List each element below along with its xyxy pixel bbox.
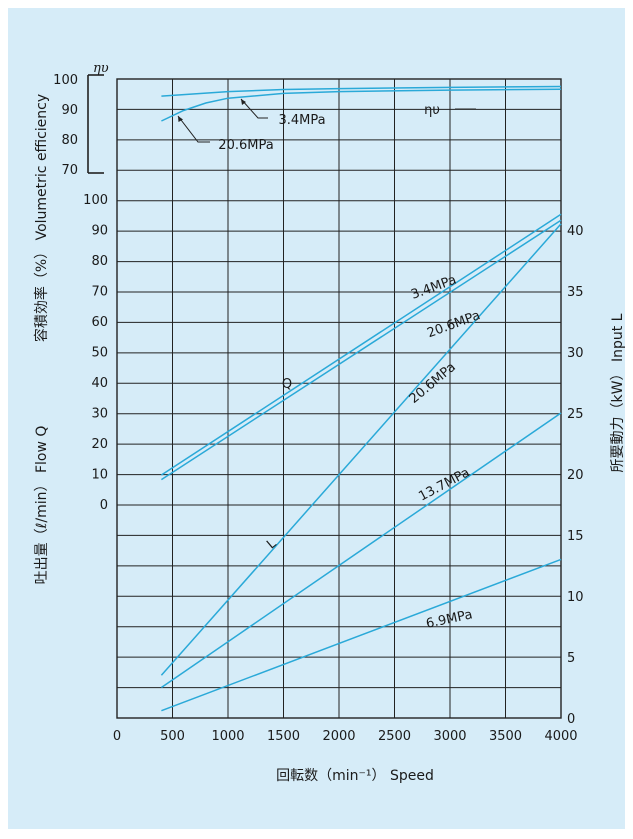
q-curve-label: Q: [282, 377, 292, 392]
x-tick-label: 4000: [544, 729, 577, 744]
input-tick-label: 0: [567, 712, 575, 727]
x-axis-title: 回転数（min⁻¹） Speed: [276, 768, 434, 784]
efficiency-tick-label: 90: [61, 103, 78, 118]
x-tick-label: 2000: [322, 729, 355, 744]
l-137-label: 13.7MPa: [416, 465, 472, 504]
x-tick-label: 500: [160, 729, 185, 744]
flow-axis-title: 吐出量（ℓ/min） Flow Q: [34, 426, 50, 585]
flow-tick-label: 60: [91, 315, 108, 330]
flow-tick-label: 10: [91, 468, 108, 483]
flow-tick-label: 40: [91, 376, 108, 391]
eff-206-leader: [177, 115, 210, 143]
flow-tick-label: 30: [91, 407, 108, 422]
series-line-ηυ-3.4MPa: [161, 85, 562, 97]
efficiency-tick-label: 100: [53, 73, 78, 88]
input-tick-label: 40: [567, 224, 584, 239]
plot-frame: [116, 78, 562, 719]
series-line-L-20.6MPa: [160, 223, 562, 676]
input-tick-label: 5: [567, 651, 575, 666]
flow-tick-label: 80: [91, 254, 108, 269]
eff-34-arrow: [241, 99, 246, 105]
input-tick-label: 35: [567, 285, 584, 300]
x-tick-label: 2500: [378, 729, 411, 744]
efficiency-tick-label: 80: [61, 133, 78, 148]
chart-panel: [8, 8, 625, 829]
input-tick-label: 10: [567, 590, 584, 605]
input-tick-label: 30: [567, 346, 584, 361]
x-tick-label: 1000: [211, 729, 244, 744]
flow-tick-label: 0: [100, 498, 108, 513]
q-206-label: 20.6MPa: [425, 308, 482, 341]
flow-tick-label: 70: [91, 285, 108, 300]
eff-34-leader: [240, 98, 268, 119]
x-tick-label: 1500: [267, 729, 300, 744]
flow-tick-label: 20: [91, 437, 108, 452]
series-line-Q-20.6MPa: [160, 219, 562, 481]
x-tick-label: 3500: [489, 729, 522, 744]
flow-tick-label: 90: [91, 224, 108, 239]
series-line-L-13.7MPa: [160, 412, 562, 689]
series-line-Q-3.4MPa: [160, 213, 562, 476]
x-tick-label: 3000: [433, 729, 466, 744]
input-tick-label: 15: [567, 529, 584, 544]
efficiency-axis-title: 容積効率（%） Volumetric efficiency: [33, 94, 50, 342]
series-line-ηυ-20.6MPa: [161, 88, 562, 122]
input-axis-title: 所要動力（kW） Input L: [610, 313, 626, 472]
input-tick-label: 25: [567, 407, 584, 422]
flow-tick-label: 100: [83, 193, 108, 208]
eff-34-label: 3.4MPa: [278, 113, 325, 128]
l-69-label: 6.9MPa: [425, 607, 474, 631]
eff-206-arrow: [178, 116, 183, 122]
eta-label: ηυ: [424, 103, 440, 118]
efficiency-symbol: ηυ: [93, 61, 109, 76]
flow-tick-label: 50: [91, 346, 108, 361]
efficiency-tick-label: 70: [61, 163, 78, 178]
eff-206-label: 20.6MPa: [218, 138, 273, 153]
series-line-L-6.9MPa: [161, 558, 562, 712]
input-tick-label: 20: [567, 468, 584, 483]
q-34-label: 3.4MPa: [409, 273, 458, 303]
x-tick-label: 0: [113, 729, 121, 744]
